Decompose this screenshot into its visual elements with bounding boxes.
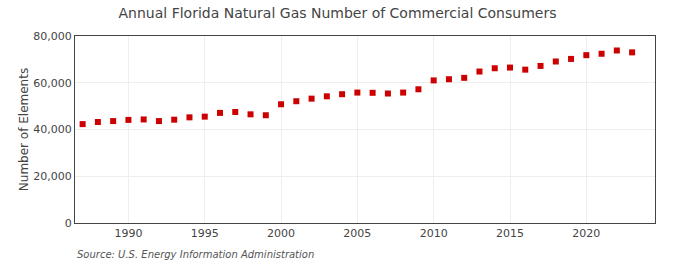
svg-text:2010: 2010	[420, 227, 448, 240]
svg-text:2000: 2000	[267, 227, 295, 240]
svg-text:Number of Elements: Number of Elements	[17, 68, 31, 191]
svg-text:60,000: 60,000	[33, 77, 72, 90]
svg-text:20,000: 20,000	[33, 170, 72, 183]
svg-text:2005: 2005	[343, 227, 371, 240]
svg-text:Source: U.S. Energy Informatio: Source: U.S. Energy Information Administ…	[77, 249, 314, 260]
svg-text:40,000: 40,000	[33, 123, 72, 136]
svg-text:1995: 1995	[191, 227, 219, 240]
svg-text:0: 0	[65, 217, 72, 230]
svg-text:1990: 1990	[114, 227, 142, 240]
svg-text:2015: 2015	[496, 227, 524, 240]
svg-text:80,000: 80,000	[33, 30, 72, 43]
svg-text:Annual Florida Natural Gas Num: Annual Florida Natural Gas Number of Com…	[119, 5, 557, 21]
svg-text:2020: 2020	[572, 227, 600, 240]
